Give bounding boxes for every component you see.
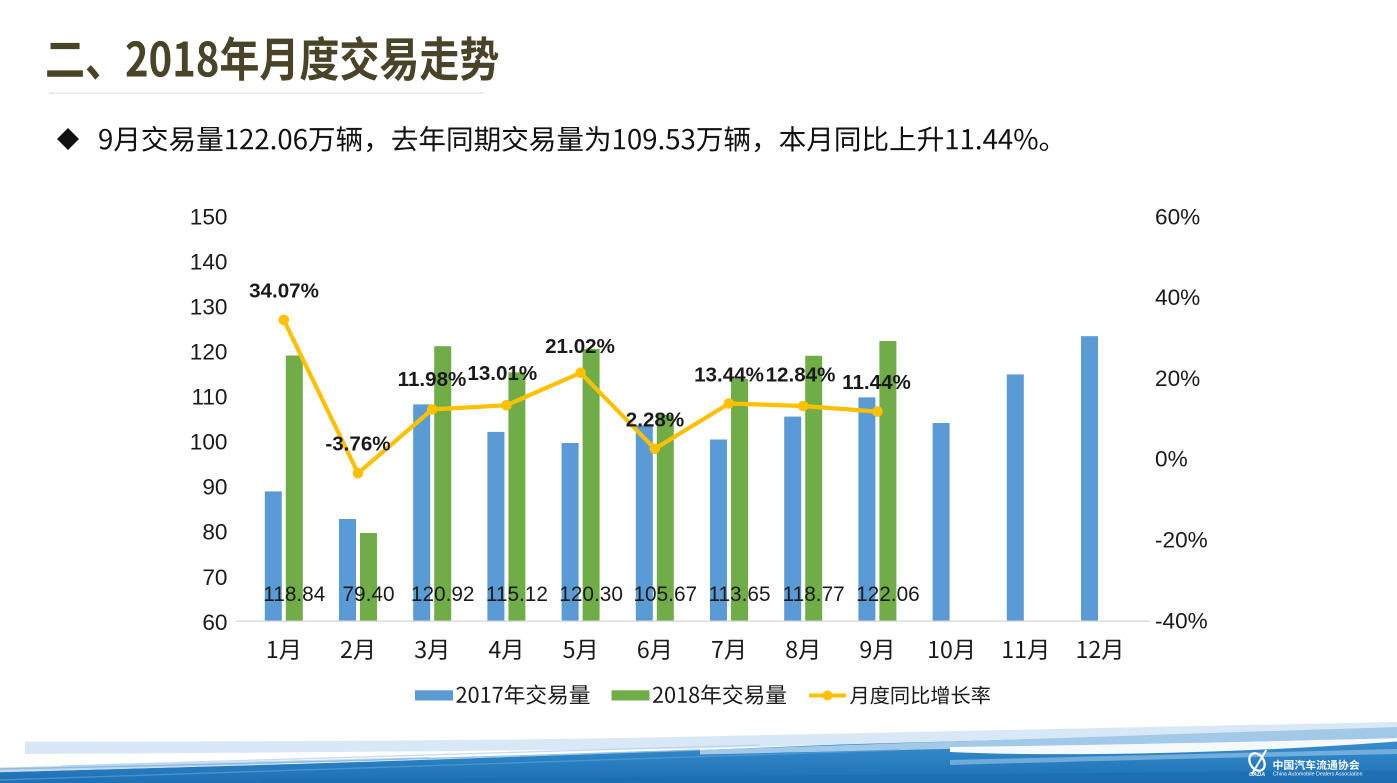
- svg-text:11.44%: 11.44%: [842, 371, 911, 394]
- svg-text:140: 140: [190, 249, 228, 274]
- svg-text:12.84%: 12.84%: [766, 364, 836, 387]
- svg-text:60%: 60%: [1155, 204, 1200, 229]
- svg-text:-3.76%: -3.76%: [325, 433, 390, 456]
- svg-text:21.02%: 21.02%: [545, 335, 615, 358]
- svg-text:90: 90: [202, 475, 227, 500]
- svg-text:115.12: 115.12: [486, 583, 548, 606]
- svg-text:122.06: 122.06: [856, 583, 920, 606]
- svg-text:118.84: 118.84: [263, 583, 325, 606]
- svg-text:80: 80: [202, 520, 227, 545]
- svg-text:120: 120: [190, 340, 228, 365]
- svg-text:34.07%: 34.07%: [249, 280, 319, 303]
- svg-text:13.44%: 13.44%: [694, 364, 764, 387]
- svg-text:130: 130: [190, 294, 228, 319]
- svg-text:105.67: 105.67: [633, 583, 697, 606]
- svg-text:40%: 40%: [1155, 285, 1200, 310]
- svg-text:-20%: -20%: [1155, 528, 1208, 553]
- svg-text:2.28%: 2.28%: [626, 409, 684, 432]
- svg-text:11.98%: 11.98%: [398, 368, 467, 391]
- svg-text:20%: 20%: [1155, 366, 1200, 391]
- svg-text:13.01%: 13.01%: [467, 362, 537, 385]
- svg-text:113.65: 113.65: [708, 583, 770, 606]
- svg-text:79.40: 79.40: [342, 583, 394, 606]
- svg-text:120.30: 120.30: [559, 583, 623, 606]
- svg-text:China Automobile Dealers Assoc: China Automobile Dealers Association: [1273, 771, 1363, 777]
- svg-text:110: 110: [191, 385, 227, 410]
- svg-text:118.77: 118.77: [783, 583, 845, 606]
- svg-text:-40%: -40%: [1155, 608, 1208, 633]
- svg-text:120.92: 120.92: [411, 583, 475, 606]
- svg-text:100: 100: [190, 430, 228, 455]
- svg-text:0%: 0%: [1155, 447, 1188, 472]
- svg-text:70: 70: [202, 565, 227, 590]
- svg-text:150: 150: [190, 204, 228, 229]
- svg-text:CADA: CADA: [1249, 772, 1265, 778]
- svg-text:60: 60: [202, 610, 227, 635]
